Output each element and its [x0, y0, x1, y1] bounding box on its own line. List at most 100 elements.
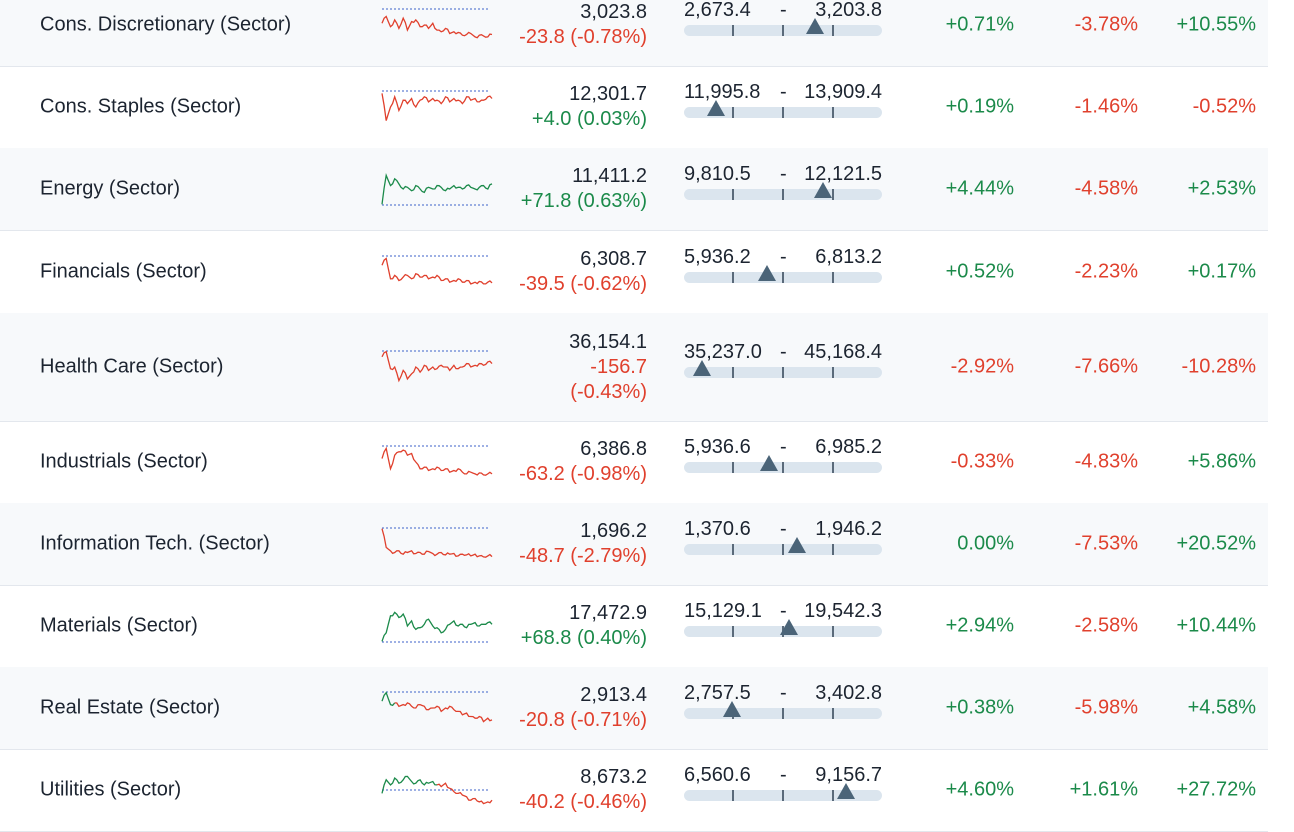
- range-cell: 5,936.6 - 6,985.2: [684, 436, 882, 473]
- table-row[interactable]: Energy (Sector) 11,411.2 +71.8 (0.63%) 9,81…: [0, 148, 1268, 231]
- sparkline: [381, 255, 493, 285]
- range-tick: [832, 708, 834, 719]
- change-column-2: -3.78%: [1074, 13, 1138, 36]
- change-column-1: +4.44%: [945, 177, 1014, 200]
- sector-name[interactable]: Materials (Sector): [40, 614, 198, 637]
- range-tick: [782, 462, 784, 473]
- last-price: 11,411.2: [572, 165, 647, 187]
- sparkline: [381, 527, 493, 558]
- sparkline-series: [381, 446, 493, 476]
- table-row[interactable]: Cons. Staples (Sector) 12,301.7 +4.0 (0.03…: [0, 66, 1268, 149]
- range-cell: 11,995.8-13,909.4: [684, 81, 882, 118]
- change-column-2: -4.83%: [1074, 450, 1138, 473]
- range-cell: 35,237.0-45,168.4: [684, 341, 882, 378]
- sector-name[interactable]: Information Tech. (Sector): [40, 532, 270, 555]
- sparkline-series: [381, 15, 493, 39]
- price-change: -20.8 (-0.71%): [519, 709, 647, 731]
- range-separator: -: [780, 163, 787, 185]
- change-column-2: -7.66%: [1074, 355, 1138, 378]
- range-tick: [832, 626, 834, 637]
- sector-name[interactable]: Utilities (Sector): [40, 778, 182, 801]
- range-low: 5,936.2: [684, 245, 751, 268]
- range-cell: 2,673.4 - 3,203.8: [684, 0, 882, 36]
- range-cell: 2,757.5 - 3,402.8: [684, 682, 882, 719]
- price-change: -156.7: [590, 355, 647, 378]
- price-cell: 8,673.2 -40.2 (-0.46%): [519, 765, 647, 815]
- sector-name[interactable]: Cons. Staples (Sector): [40, 95, 242, 118]
- table-row[interactable]: Financials (Sector) 6,308.7 -39.5 (-0.62%)…: [0, 230, 1268, 314]
- range-tick: [832, 271, 834, 283]
- range-tick: [732, 189, 734, 200]
- price-cell: 6,386.8 -63.2 (-0.98%): [519, 437, 647, 487]
- last-price: 17,472.9: [569, 602, 647, 624]
- range-low: 9,810.5: [684, 163, 751, 185]
- range-tick: [782, 107, 784, 118]
- sector-name[interactable]: Health Care (Sector): [40, 355, 224, 378]
- sparkline-series-up: [381, 691, 396, 707]
- sparkline: [381, 775, 493, 805]
- range-tick: [782, 25, 784, 36]
- range-high: 6,985.2: [815, 436, 882, 458]
- sparkline-series-down: [394, 702, 493, 723]
- price-change: +4.0 (0.03%): [531, 108, 647, 130]
- range-low: 15,129.1: [684, 600, 762, 622]
- change-column-3: +2.53%: [1187, 177, 1256, 200]
- change-column-2: +1.61%: [1069, 778, 1138, 801]
- last-price: 6,308.7: [580, 247, 647, 270]
- price-cell: 6,308.7 -39.5 (-0.62%): [519, 247, 647, 297]
- range-low: 6,560.6: [684, 764, 751, 786]
- range-high: 9,156.7: [815, 764, 882, 786]
- sparkline-series-up: [381, 775, 438, 794]
- table-row[interactable]: Real Estate (Sector) 2,913.4 -20.8 (-0.71%…: [0, 667, 1268, 750]
- range-low: 5,936.6: [684, 436, 751, 458]
- sparkline: [381, 90, 493, 121]
- change-column-2: -5.98%: [1074, 696, 1138, 719]
- table-row[interactable]: Utilities (Sector) 8,673.2 -40.2 (-0.46%) 6…: [0, 749, 1268, 832]
- range-marker-icon: [706, 100, 725, 116]
- change-column-2: -4.58%: [1074, 177, 1138, 200]
- range-bar: [684, 18, 882, 36]
- sector-name[interactable]: Industrials (Sector): [40, 450, 208, 473]
- range-separator: -: [780, 682, 787, 704]
- range-separator: -: [780, 0, 787, 21]
- range-marker-icon: [692, 360, 711, 376]
- range-marker-icon: [779, 619, 798, 635]
- range-low: 2,673.4: [684, 0, 751, 21]
- sector-name[interactable]: Cons. Discretionary (Sector): [40, 13, 292, 36]
- change-column-3: +10.44%: [1176, 614, 1256, 637]
- sparkline-series: [381, 350, 493, 383]
- sparkline-series: [381, 173, 493, 205]
- change-column-1: +0.52%: [945, 260, 1014, 282]
- change-column-3: +0.17%: [1187, 260, 1256, 282]
- table-row[interactable]: Information Tech. (Sector) 1,696.2 -48.7 (…: [0, 503, 1268, 586]
- range-tick: [732, 790, 734, 801]
- range-separator: -: [780, 436, 787, 458]
- range-high: 45,168.4: [804, 341, 882, 363]
- sparkline: [381, 8, 493, 39]
- range-marker-icon: [787, 537, 806, 553]
- table-row[interactable]: Materials (Sector) 17,472.9 +68.8 (0.40%) 1…: [0, 585, 1268, 668]
- last-price: 3,023.8: [580, 1, 647, 23]
- range-marker-icon: [837, 783, 856, 799]
- change-column-2: -1.46%: [1074, 95, 1138, 118]
- table-row[interactable]: Health Care (Sector) 36,154.1 -156.7 (-0.43…: [0, 313, 1268, 422]
- table-row[interactable]: Industrials (Sector) 6,386.8 -63.2 (-0.98%…: [0, 421, 1268, 504]
- range-bar: [684, 182, 882, 200]
- table-row[interactable]: Cons. Discretionary (Sector) 3,023.8 -23.8…: [0, 0, 1268, 67]
- range-bar: [684, 455, 882, 473]
- sparkline-series-down: [436, 782, 493, 805]
- price-change: -40.2 (-0.46%): [519, 791, 647, 813]
- range-tick: [732, 367, 734, 378]
- sector-name[interactable]: Financials (Sector): [40, 260, 207, 282]
- range-bar: [684, 360, 882, 378]
- sparkline-series: [381, 256, 493, 285]
- change-column-1: +0.71%: [945, 13, 1014, 36]
- sector-name[interactable]: Real Estate (Sector): [40, 696, 221, 719]
- price-cell: 3,023.8 -23.8 (-0.78%): [519, 0, 647, 50]
- range-bar: [684, 100, 882, 118]
- range-tick: [782, 790, 784, 801]
- range-low: 35,237.0: [684, 341, 762, 363]
- change-column-1: +4.60%: [945, 778, 1014, 801]
- range-high: 19,542.3: [804, 600, 882, 622]
- sector-name[interactable]: Energy (Sector): [40, 177, 181, 200]
